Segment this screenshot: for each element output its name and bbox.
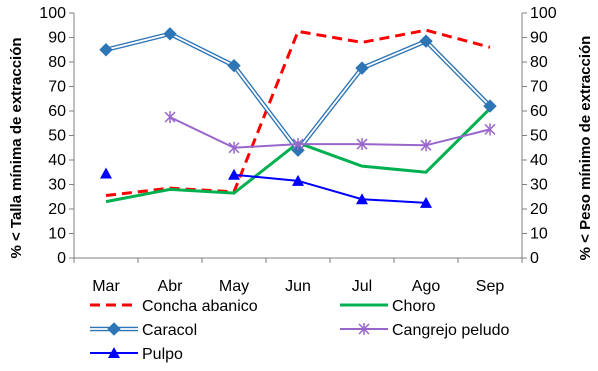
x-tick-label: Abr (158, 278, 184, 295)
legend-marker-pulpo (108, 347, 120, 358)
x-tick-label: Mar (92, 278, 120, 295)
tick-labels: 0 0 10 10 20 20 30 30 40 40 50 50 60 60 70 70 80 80 90 90 10… (39, 5, 557, 295)
legend-item-cangrejo-peludo: Cangrejo peludo (340, 322, 510, 339)
y-tick-label-left: 40 (48, 152, 66, 169)
x-tick-label: Jun (285, 278, 311, 295)
y-tick-label-right: 80 (530, 54, 548, 71)
series (99, 27, 497, 208)
legend-label-choro: Choro (392, 298, 436, 315)
legend-item-pulpo: Pulpo (90, 346, 183, 363)
y-tick-label-left: 20 (48, 201, 66, 218)
legend-label-pulpo: Pulpo (142, 346, 183, 363)
y-tick-label-right: 10 (530, 226, 548, 243)
x-tick-label: Ago (412, 278, 441, 295)
series-line (105, 28, 491, 198)
y-tick-label-right: 60 (530, 103, 548, 120)
data-point-caracol (227, 58, 241, 73)
data-point-caracol (99, 43, 113, 57)
legend-marker-cangrejo-peludo (358, 323, 370, 335)
x-tick-label: Jul (352, 278, 372, 295)
legend: Concha abanico Choro Caracol Cangrejo pelud… (90, 298, 510, 363)
y-tick-label-right: 100 (530, 5, 557, 22)
legend-label-concha-abanico: Concha abanico (142, 298, 258, 315)
y-tick-label-right: 30 (530, 177, 548, 194)
series-line (169, 116, 491, 149)
y-tick-label-left: 90 (48, 30, 66, 47)
series-line (233, 173, 427, 204)
data-point-caracol (163, 27, 177, 41)
y-tick-label-left: 10 (48, 226, 66, 243)
y-tick-label-right: 70 (530, 79, 548, 96)
x-tick-label: May (219, 278, 249, 295)
legend-label-caracol: Caracol (142, 322, 197, 339)
data-point-cangrejo-peludo (164, 111, 176, 124)
data-point-caracol (483, 99, 497, 113)
series-line-outer (105, 31, 492, 154)
data-point-pulpo (228, 168, 240, 180)
series-line-inner (105, 32, 491, 152)
y-tick-label-right: 40 (530, 152, 548, 169)
y-tick-label-left: 30 (48, 177, 66, 194)
data-point-cangrejo-peludo (420, 139, 432, 152)
axes (69, 12, 527, 263)
data-point-caracol (419, 34, 433, 48)
legend-label-cangrejo-peludo: Cangrejo peludo (392, 322, 510, 339)
data-point-cangrejo-peludo (228, 141, 240, 154)
y-axis-right-title: % < Peso mínimo de extracción (577, 36, 594, 261)
y-tick-label-left: 100 (39, 5, 66, 22)
data-point-pulpo (420, 196, 432, 208)
data-point-pulpo (356, 193, 368, 205)
y-tick-label-left: 70 (48, 79, 66, 96)
legend-item-concha-abanico: Concha abanico (90, 298, 258, 315)
x-tick-label: Sep (476, 278, 505, 295)
series-concha-abanico (105, 28, 491, 198)
y-tick-label-left: 50 (48, 128, 66, 145)
y-tick-label-left: 80 (48, 54, 66, 71)
data-point-caracol (355, 61, 369, 75)
y-tick-label-right: 90 (530, 30, 548, 47)
series-caracol (99, 27, 497, 157)
legend-item-choro: Choro (340, 298, 436, 315)
data-point-pulpo (100, 167, 112, 179)
data-point-pulpo (292, 174, 304, 186)
data-point-cangrejo-peludo (356, 138, 368, 151)
data-point-cangrejo-peludo (292, 138, 304, 151)
y-axis-left-title: % < Talla mínima de extracción (8, 37, 25, 258)
y-tick-label-left: 60 (48, 103, 66, 120)
y-tick-label-right: 50 (530, 128, 548, 145)
data-point-cangrejo-peludo (484, 123, 496, 136)
legend-marker-caracol (107, 322, 121, 336)
y-tick-label-right: 0 (530, 250, 539, 267)
series-cangrejo-peludo (164, 111, 496, 154)
y-tick-label-left: 0 (57, 250, 66, 267)
series-pulpo (100, 167, 432, 208)
y-tick-label-right: 20 (530, 201, 548, 218)
legend-item-caracol: Caracol (90, 322, 197, 339)
